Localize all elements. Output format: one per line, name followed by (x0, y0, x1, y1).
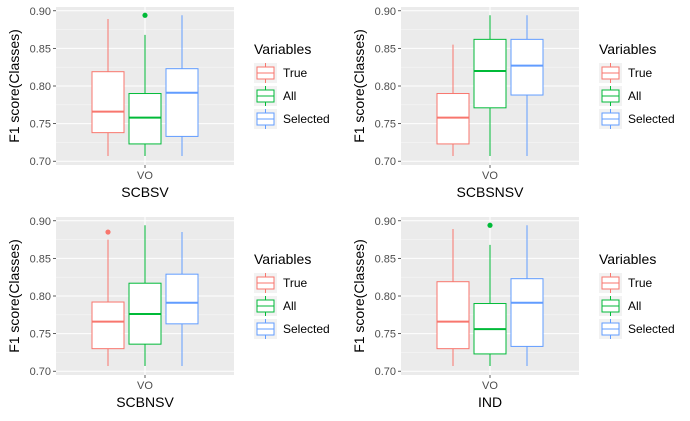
y-tick-label: 0.70 (375, 156, 396, 168)
legend-label: Selected (628, 112, 675, 126)
legend-label: Selected (283, 322, 330, 336)
box-selected (510, 225, 544, 366)
legend-label: True (628, 276, 653, 290)
box-all (473, 222, 507, 366)
x-tick-label: VO (482, 170, 498, 182)
x-axis-title: SCBSV (121, 184, 169, 200)
y-axis-title: F1 score(Classes) (351, 239, 367, 353)
box-iqr (436, 281, 470, 350)
y-tick-label: 0.70 (30, 156, 51, 168)
x-axis-title: IND (478, 394, 502, 410)
chart-panel: 0.70 0.75 0.80 0.85 0.90 VO SCBNSV F1 score(Cla… (6, 216, 330, 410)
x-tick-label: VO (482, 380, 498, 392)
box-iqr (128, 93, 162, 145)
legend: Variables True All Selected (599, 251, 675, 339)
outlier-point (105, 229, 111, 235)
box-iqr (91, 71, 125, 134)
box-iqr (165, 273, 199, 325)
y-tick-label: 0.80 (375, 81, 396, 93)
y-tick-label: 0.90 (375, 216, 396, 228)
x-axis-title: SCBNSV (116, 394, 174, 410)
legend-title: Variables (254, 41, 311, 57)
legend-label: All (283, 299, 296, 313)
legend-label: All (283, 89, 296, 103)
outlier-point (487, 222, 493, 228)
legend: Variables True All Selected (254, 41, 330, 129)
box-iqr (165, 68, 199, 137)
box-iqr (436, 93, 470, 145)
y-axis-title: F1 score(Classes) (351, 29, 367, 143)
legend-label: True (283, 66, 308, 80)
chart-panel: 0.70 0.75 0.80 0.85 0.90 VO SCBSV F1 score(Clas… (6, 6, 330, 200)
y-tick-label: 0.85 (30, 43, 51, 55)
outlier-point (142, 12, 148, 18)
y-tick-label: 0.70 (375, 366, 396, 378)
y-tick-label: 0.90 (30, 216, 51, 228)
legend-title: Variables (599, 41, 656, 57)
box-selected (165, 232, 199, 366)
box-true (91, 19, 125, 156)
legend-label: True (283, 276, 308, 290)
box-selected (165, 15, 199, 156)
y-tick-label: 0.90 (375, 6, 396, 18)
legend-label: True (628, 66, 653, 80)
box-iqr (510, 278, 544, 347)
y-tick-label: 0.75 (30, 119, 51, 131)
legend: Variables True All Selected (254, 251, 330, 339)
y-tick-label: 0.90 (30, 6, 51, 18)
y-tick-label: 0.80 (30, 81, 51, 93)
chart-panel: 0.70 0.75 0.80 0.85 0.90 VO IND F1 score(Classe… (351, 216, 675, 410)
box-iqr (473, 38, 507, 109)
y-tick-label: 0.85 (30, 253, 51, 265)
box-all (128, 12, 162, 156)
x-tick-label: VO (137, 380, 153, 392)
x-axis-title: SCBSNSV (457, 184, 525, 200)
x-tick-label: VO (137, 170, 153, 182)
legend-label: Selected (628, 322, 675, 336)
box-true (436, 44, 470, 156)
box-selected (510, 15, 544, 156)
legend-title: Variables (254, 251, 311, 267)
y-tick-label: 0.85 (375, 43, 396, 55)
box-true (436, 229, 470, 366)
y-axis-title: F1 score(Classes) (6, 239, 22, 353)
y-tick-label: 0.80 (30, 291, 51, 303)
box-iqr (510, 38, 544, 96)
y-tick-label: 0.75 (375, 329, 396, 341)
y-axis-title: F1 score(Classes) (6, 29, 22, 143)
y-tick-label: 0.70 (30, 366, 51, 378)
chart-panel: 0.70 0.75 0.80 0.85 0.90 VO SCBSNSV F1 score(Cl… (351, 6, 675, 200)
legend-label: All (628, 89, 641, 103)
y-tick-label: 0.75 (30, 329, 51, 341)
box-iqr (91, 301, 125, 350)
y-tick-label: 0.75 (375, 119, 396, 131)
y-tick-label: 0.80 (375, 291, 396, 303)
box-true (91, 229, 125, 366)
y-tick-label: 0.85 (375, 253, 396, 265)
legend-label: Selected (283, 112, 330, 126)
legend: Variables True All Selected (599, 41, 675, 129)
legend-label: All (628, 299, 641, 313)
box-all (473, 15, 507, 156)
legend-title: Variables (599, 251, 656, 267)
box-all (128, 225, 162, 366)
